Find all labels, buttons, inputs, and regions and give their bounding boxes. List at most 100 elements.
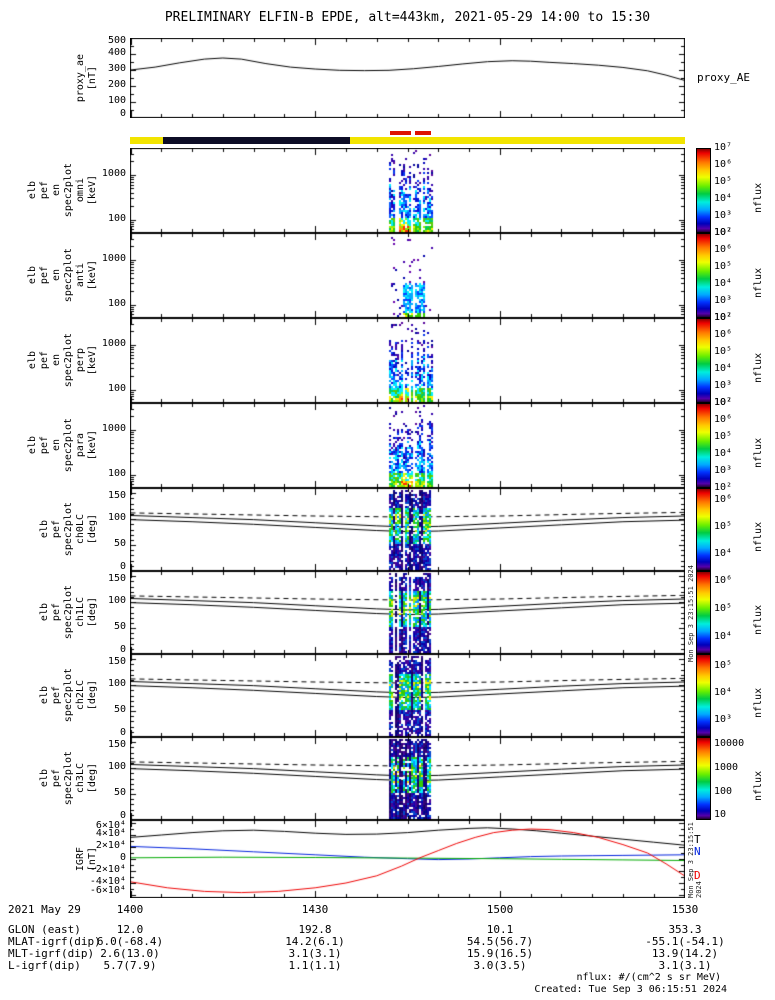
y-tick-label: 0: [119, 810, 126, 821]
left-label-word: pef: [51, 686, 62, 705]
var-row-value: 3.1(3.1): [288, 947, 342, 960]
colorbar-tick-label: 10³: [714, 714, 733, 726]
colorbar-tick-label: 10⁴: [714, 631, 733, 643]
var-row-value: 192.8: [298, 923, 332, 936]
page-title: PRELIMINARY ELFIN-B EPDE, alt=443km, 202…: [164, 10, 651, 25]
colorbar-tick-label: 10⁵: [714, 659, 733, 671]
var-row-value: 15.9(16.5): [466, 947, 534, 960]
y-tick-label: 1000: [101, 422, 126, 434]
colorbar-tick-label: 10⁶: [714, 493, 733, 505]
left-label-word: en: [51, 184, 62, 197]
colorbar-tick-label: 10³: [714, 380, 733, 391]
left-label-word: [keV]: [87, 260, 98, 291]
var-row-value: 3.1(3.1): [658, 959, 712, 972]
colorbar-tick-label: 10: [714, 809, 727, 821]
colorbar-tick-label: 10⁶: [714, 244, 733, 255]
colorbar-tick-label: 10⁷: [714, 142, 733, 153]
right-label-proxy_ae: proxy_AE: [697, 71, 750, 84]
y-tick-label: 500: [107, 35, 126, 46]
y-tick-label: 1000: [101, 167, 126, 179]
panel-ch1LC-canvas: [130, 571, 685, 654]
left-label-word: en: [51, 269, 62, 282]
colorbar-tick-label: 10⁴: [714, 363, 733, 374]
y-tick-label: 150: [107, 490, 126, 502]
left-label-word: elb: [39, 686, 50, 705]
y-tick-label: 0: [119, 852, 126, 863]
y-tick-label: 100: [107, 761, 126, 773]
created-timestamp: Created: Tue Sep 3 06:15:51 2024: [534, 984, 727, 995]
colorbar-perp: [696, 318, 711, 403]
left-label-word: elb: [39, 769, 50, 788]
var-row-label: L-igrf(dip): [8, 959, 81, 972]
left-label-word: pef: [39, 181, 50, 200]
time-tick-label: 1430: [301, 903, 329, 916]
left-label-word: pef: [39, 266, 50, 285]
colorbar-tick-label: 10⁶: [714, 414, 733, 425]
y-tick-label: 1000: [101, 337, 126, 349]
y-tick-label: 100: [107, 678, 126, 690]
colorbar-tick-label: 10⁴: [714, 548, 733, 560]
var-row-value: 6.0(-68.4): [96, 935, 164, 948]
colorbar-tick-label: 10⁴: [714, 448, 733, 459]
science-zone-marker: [390, 131, 412, 135]
y-tick-label: -6×10⁴: [89, 885, 126, 896]
panel-perp-canvas: [130, 318, 685, 403]
y-tick-label: 6×10⁴: [95, 820, 126, 831]
left-label-word: [keV]: [87, 430, 98, 461]
colorbar-axis-label: nflux: [753, 770, 764, 801]
colorbar-tick-label: 10⁵: [714, 603, 733, 615]
colorbar-tick-label: 10⁵: [714, 431, 733, 442]
left-label-word: en: [51, 439, 62, 452]
var-row-value: -55.1(-54.1): [645, 935, 725, 948]
left-label-word: para: [75, 433, 86, 458]
left-label-word: elb: [27, 266, 38, 285]
var-row-value: 353.3: [668, 923, 702, 936]
colorbar-tick-label: 1000: [714, 761, 739, 773]
colorbar-tick-label: 10²: [714, 312, 733, 323]
y-tick-label: 100: [107, 212, 126, 224]
y-tick-label: 150: [107, 656, 126, 668]
y-tick-label: 150: [107, 739, 126, 751]
colorbar-tick-label: 10000: [714, 737, 745, 749]
var-row-value: 12.0: [116, 923, 144, 936]
colorbar-tick-label: 10⁵: [714, 261, 733, 272]
colorbar-anti: [696, 233, 711, 318]
y-tick-label: -4×10⁴: [89, 876, 126, 887]
y-tick-label: 100: [107, 297, 126, 309]
colorbar-axis-label: nflux: [753, 521, 764, 552]
y-tick-label: 100: [107, 512, 126, 524]
var-row-value: 10.1: [486, 923, 514, 936]
y-tick-label: 50: [113, 621, 126, 633]
var-row-label: MLT-igrf(dip): [8, 947, 95, 960]
colorbar-tick-label: 100: [714, 785, 733, 797]
panel-ch0LC-canvas: [130, 488, 685, 571]
left-label-word: pef: [39, 436, 50, 455]
time-tick-label: 1500: [486, 903, 514, 916]
panel-omni-canvas: [130, 148, 685, 233]
science-zone-marker: [414, 131, 431, 135]
colorbar-axis-label: nflux: [753, 182, 764, 213]
colorbar-axis-label: nflux: [753, 687, 764, 718]
var-row-value: 3.0(3.5): [473, 959, 527, 972]
y-tick-label: 50: [113, 787, 126, 799]
colorbar-tick-label: 10⁴: [714, 278, 733, 289]
colorbar-para: [696, 403, 711, 488]
left-label-word: pef: [39, 351, 50, 370]
left-label-word: pef: [51, 520, 62, 539]
colorbar-axis-label: nflux: [753, 604, 764, 635]
y-tick-label: -2×10⁴: [89, 864, 126, 875]
igrf-series-label-D: D: [694, 869, 701, 882]
colorbar-ch3LC: [696, 737, 711, 820]
panel-igrf-canvas: [130, 820, 685, 898]
colorbar-tick-label: 10⁷: [714, 227, 733, 238]
y-tick-label: 50: [113, 704, 126, 716]
left-label-word: [keV]: [87, 345, 98, 376]
y-tick-label: 50: [113, 538, 126, 550]
left-label-word: perp: [75, 348, 86, 373]
y-tick-label: 100: [107, 467, 126, 479]
var-row-label: MLAT-igrf(dip): [8, 935, 101, 948]
colorbar-tick-label: 10⁵: [714, 176, 733, 187]
var-row-value: 14.2(6.1): [285, 935, 345, 948]
left-label-word: proxy_ae: [75, 53, 86, 103]
